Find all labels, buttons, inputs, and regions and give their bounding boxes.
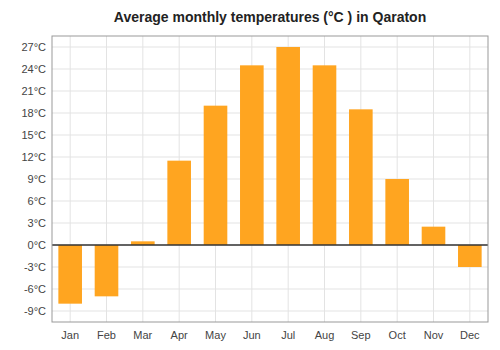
bar	[313, 65, 337, 245]
bar	[422, 227, 446, 245]
y-tick-label: -3°C	[24, 261, 46, 273]
bar	[385, 179, 409, 245]
y-grid-line	[52, 69, 488, 70]
bar	[276, 47, 300, 245]
x-tick-label: Apr	[171, 329, 188, 341]
x-tick-label: Feb	[97, 329, 116, 341]
x-tick-label: Jun	[243, 329, 261, 341]
x-tick-label: Jan	[61, 329, 79, 341]
y-tick-label: 27°C	[21, 41, 46, 53]
x-tick-label: May	[205, 329, 226, 341]
bar	[58, 245, 82, 304]
y-axis: -9°C -6°C -3°C 0°C 3°C 6°C 9°C 12°C 15°C 18°C 21°C…	[21, 41, 46, 317]
y-tick-label: 21°C	[21, 85, 46, 97]
y-tick-label: 9°C	[28, 173, 47, 185]
x-tick-label: Mar	[133, 329, 152, 341]
y-grid-line	[52, 201, 488, 202]
x-tick-label: Sep	[351, 329, 371, 341]
y-tick-label: 3°C	[28, 217, 47, 229]
x-axis: Jan Feb Mar Apr May Jun Jul Aug Sep Oct Nov Dec	[61, 329, 480, 341]
x-grid-line	[142, 36, 143, 322]
x-grid-line	[469, 36, 470, 322]
title: Average monthly temperatures (°C ) in Qa…	[114, 9, 426, 25]
y-tick-label: 0°C	[28, 239, 47, 251]
y-grid-line	[52, 91, 488, 92]
x-tick-label: Dec	[460, 329, 480, 341]
baseline	[52, 244, 488, 246]
y-tick-label: -9°C	[24, 305, 46, 317]
plot-frame	[52, 36, 488, 322]
y-tick-label: 18°C	[21, 107, 46, 119]
x-tick-label: Oct	[389, 329, 406, 341]
bar	[458, 245, 482, 267]
chart: Average monthly temperatures (°C ) in Qa…	[0, 0, 500, 350]
y-tick-label: -6°C	[24, 283, 46, 295]
x-tick-label: Aug	[315, 329, 335, 341]
bar	[95, 245, 119, 296]
bar	[204, 106, 228, 245]
y-grid-line	[52, 157, 488, 158]
bar	[240, 65, 264, 245]
x-tick-label: Nov	[424, 329, 444, 341]
y-tick-label: 12°C	[21, 151, 46, 163]
x-tick-label: Jul	[281, 329, 295, 341]
bars	[58, 47, 481, 304]
x-grid-line	[433, 36, 434, 322]
bar	[167, 161, 191, 245]
y-tick-label: 24°C	[21, 63, 46, 75]
y-grid-line	[52, 113, 488, 114]
y-grid-line	[52, 179, 488, 180]
y-grid-line	[52, 47, 488, 48]
y-grid-line	[52, 135, 488, 136]
y-grid-line	[52, 223, 488, 224]
bar	[349, 109, 373, 245]
y-tick-label: 6°C	[28, 195, 47, 207]
y-grid-line	[52, 311, 488, 312]
grid	[52, 36, 488, 322]
y-grid-line	[52, 245, 488, 246]
y-tick-label: 15°C	[21, 129, 46, 141]
